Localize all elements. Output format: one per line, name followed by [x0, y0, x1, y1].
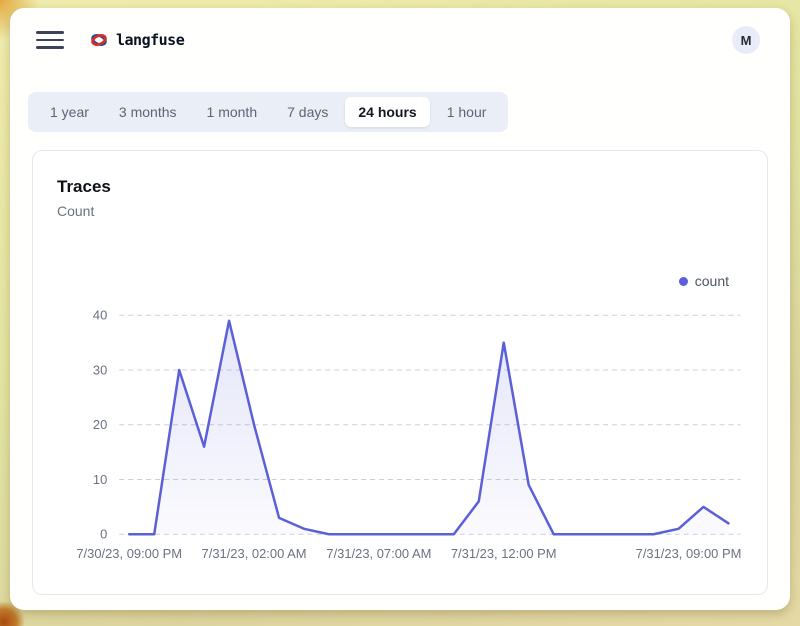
- traces-card: Traces Count count 0 10 20 30 40 7/30/23, 09:…: [32, 150, 768, 595]
- tab-1-month[interactable]: 1 month: [194, 97, 271, 127]
- chart-legend: count: [678, 273, 729, 289]
- x-tick-label: 7/31/23, 07:00 AM: [326, 546, 431, 561]
- menu-icon: [36, 46, 64, 49]
- tab-1-hour[interactable]: 1 hour: [434, 97, 500, 127]
- x-tick-label: 7/30/23, 09:00 PM: [76, 546, 182, 561]
- hamburger-menu-button[interactable]: [36, 30, 64, 50]
- y-tick-label: 20: [93, 417, 107, 432]
- count-series: [127, 319, 730, 536]
- count-line: [127, 319, 730, 536]
- time-range-tabs: 1 year 3 months 1 month 7 days 24 hours 1 hou…: [28, 92, 509, 132]
- x-tick-label: 7/31/23, 12:00 PM: [451, 546, 557, 561]
- axis-labels: 0 10 20 30 40 7/30/23, 09:00 PM 7/31/23, 02:00…: [76, 308, 741, 561]
- y-tick-label: 10: [93, 472, 107, 487]
- card-title: Traces: [57, 177, 111, 196]
- langfuse-knot-icon: [91, 34, 107, 46]
- card-subtitle: Count: [57, 203, 95, 219]
- x-tick-label: 7/31/23, 09:00 PM: [636, 546, 742, 561]
- menu-icon: [36, 31, 64, 34]
- y-tick-label: 40: [93, 308, 107, 323]
- tab-1-year[interactable]: 1 year: [37, 97, 102, 127]
- count-area-fill: [129, 320, 729, 535]
- legend-label: count: [694, 273, 729, 289]
- menu-icon: [36, 38, 64, 42]
- app-window: langfuse M 1 year 3 months 1 month 7 days 24…: [10, 8, 790, 610]
- tab-24-hours[interactable]: 24 hours: [345, 97, 430, 127]
- user-avatar[interactable]: M: [732, 26, 760, 54]
- tab-3-months[interactable]: 3 months: [106, 97, 190, 127]
- y-tick-label: 30: [93, 362, 107, 377]
- brand-name[interactable]: langfuse: [116, 31, 185, 49]
- x-tick-label: 7/31/23, 02:00 AM: [202, 546, 307, 561]
- traces-area-chart[interactable]: 0 10 20 30 40 7/30/23, 09:00 PM 7/31/23, 02:00…: [33, 151, 767, 594]
- topbar: langfuse M: [10, 8, 790, 72]
- legend-dot-icon: [678, 276, 688, 286]
- y-tick-label: 0: [100, 527, 107, 542]
- card-header: Traces Count: [33, 151, 767, 219]
- tab-7-days[interactable]: 7 days: [274, 97, 341, 127]
